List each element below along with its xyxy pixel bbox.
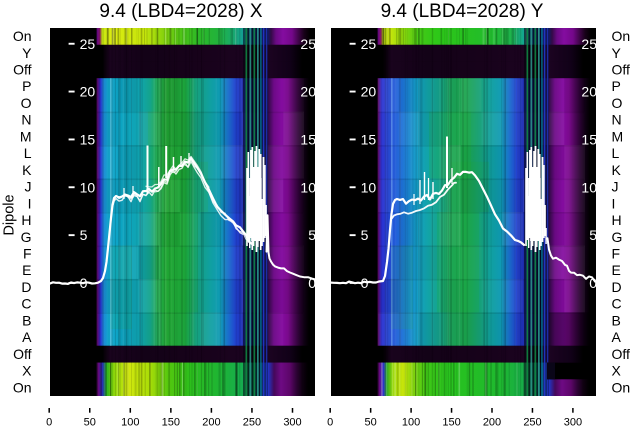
svg-text:100: 100 — [121, 417, 139, 429]
svg-text:20: 20 — [581, 84, 597, 100]
svg-text:300: 300 — [283, 417, 301, 429]
svg-text:H: H — [21, 212, 31, 228]
svg-text:Y: Y — [612, 45, 622, 61]
svg-text:N: N — [612, 112, 622, 128]
svg-text:20: 20 — [80, 84, 96, 100]
svg-text:F: F — [612, 246, 621, 262]
svg-text:250: 250 — [243, 417, 261, 429]
svg-text:200: 200 — [483, 417, 501, 429]
svg-text:On: On — [13, 28, 32, 44]
svg-text:300: 300 — [564, 417, 582, 429]
svg-text:10: 10 — [581, 179, 597, 195]
svg-text:0: 0 — [80, 275, 88, 291]
svg-text:On: On — [612, 28, 631, 44]
svg-text:25: 25 — [80, 36, 96, 52]
svg-text:Off: Off — [13, 346, 32, 362]
svg-text:N: N — [21, 112, 31, 128]
svg-text:L: L — [612, 145, 620, 161]
svg-text:0: 0 — [589, 275, 597, 291]
svg-text:X: X — [22, 363, 32, 379]
svg-text:9.4 (LBD4=2028) X: 9.4 (LBD4=2028) X — [99, 1, 263, 22]
svg-text:On: On — [612, 379, 631, 395]
svg-text:20: 20 — [300, 84, 316, 100]
svg-text:J: J — [25, 179, 32, 195]
svg-text:P: P — [612, 78, 621, 94]
svg-text:10: 10 — [361, 179, 377, 195]
svg-text:Off: Off — [612, 346, 631, 362]
svg-text:5: 5 — [361, 227, 369, 243]
svg-text:C: C — [21, 296, 31, 312]
svg-text:5: 5 — [80, 227, 88, 243]
svg-text:K: K — [612, 162, 622, 178]
svg-text:10: 10 — [80, 179, 96, 195]
svg-text:0: 0 — [308, 275, 316, 291]
svg-text:0: 0 — [361, 275, 369, 291]
svg-text:A: A — [612, 329, 622, 345]
svg-text:Off: Off — [13, 62, 32, 78]
svg-text:20: 20 — [361, 84, 377, 100]
svg-text:25: 25 — [581, 36, 597, 52]
svg-text:G: G — [612, 229, 623, 245]
svg-text:A: A — [22, 329, 32, 345]
svg-text:50: 50 — [84, 417, 96, 429]
svg-text:50: 50 — [364, 417, 376, 429]
svg-text:K: K — [22, 162, 32, 178]
svg-text:C: C — [612, 296, 622, 312]
svg-text:Off: Off — [612, 62, 631, 78]
svg-text:I: I — [612, 195, 616, 211]
svg-text:F: F — [23, 246, 32, 262]
svg-text:5: 5 — [308, 227, 316, 243]
svg-text:250: 250 — [523, 417, 541, 429]
svg-text:O: O — [21, 95, 32, 111]
svg-text:15: 15 — [581, 132, 597, 148]
svg-text:D: D — [612, 279, 622, 295]
svg-text:On: On — [13, 379, 32, 395]
svg-text:150: 150 — [442, 417, 460, 429]
svg-text:E: E — [22, 262, 31, 278]
svg-text:G: G — [21, 229, 32, 245]
svg-text:0: 0 — [46, 417, 52, 429]
svg-text:P: P — [22, 78, 31, 94]
svg-text:150: 150 — [162, 417, 180, 429]
svg-text:X: X — [612, 363, 622, 379]
svg-text:E: E — [612, 262, 621, 278]
svg-text:10: 10 — [300, 179, 316, 195]
svg-text:25: 25 — [361, 36, 377, 52]
svg-text:I: I — [28, 195, 32, 211]
svg-text:15: 15 — [80, 132, 96, 148]
svg-text:0: 0 — [327, 417, 333, 429]
svg-text:9.4 (LBD4=2028) Y: 9.4 (LBD4=2028) Y — [381, 1, 544, 22]
svg-text:L: L — [24, 145, 32, 161]
svg-text:H: H — [612, 212, 622, 228]
svg-text:15: 15 — [300, 132, 316, 148]
svg-text:D: D — [21, 279, 31, 295]
svg-text:Y: Y — [22, 45, 32, 61]
svg-text:15: 15 — [361, 132, 377, 148]
svg-text:25: 25 — [300, 36, 316, 52]
svg-text:100: 100 — [402, 417, 420, 429]
svg-text:200: 200 — [202, 417, 220, 429]
svg-text:O: O — [612, 95, 623, 111]
svg-text:B: B — [22, 312, 31, 328]
svg-text:B: B — [612, 312, 621, 328]
svg-text:M: M — [612, 128, 624, 144]
svg-text:Dipole: Dipole — [2, 194, 18, 235]
svg-text:J: J — [612, 179, 619, 195]
svg-text:5: 5 — [589, 227, 597, 243]
svg-text:M: M — [20, 128, 32, 144]
